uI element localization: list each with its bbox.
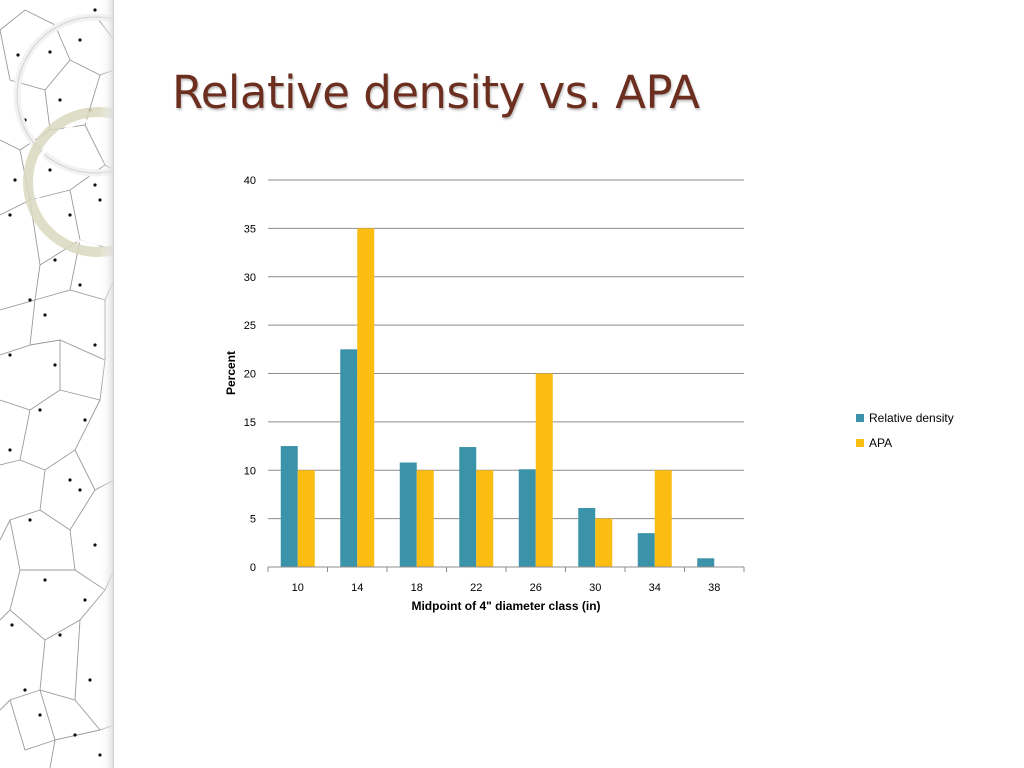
y-tick-label: 0 <box>250 562 256 574</box>
legend: Relative density APA <box>856 411 954 450</box>
y-axis-label: Percent <box>224 351 238 395</box>
bar-apa <box>297 470 315 567</box>
x-tick-label: 22 <box>470 582 482 594</box>
bar-relative-density <box>637 533 655 567</box>
bar-relative-density <box>280 446 298 567</box>
y-tick-label: 15 <box>244 417 256 429</box>
legend-label: APA <box>869 436 892 450</box>
bar-relative-density <box>340 349 358 567</box>
bar-apa <box>654 470 672 567</box>
y-tick-label: 35 <box>244 223 256 235</box>
x-tick-label: 18 <box>411 582 423 594</box>
bar-apa <box>476 470 494 567</box>
x-tick-labels: 10 14 18 22 26 30 34 38 <box>267 567 745 594</box>
bar-apa <box>535 373 553 567</box>
x-tick-label: 38 <box>708 582 720 594</box>
y-tick-label: 40 <box>244 175 256 187</box>
y-tick-label: 25 <box>244 320 256 332</box>
bar-apa <box>595 518 613 567</box>
bar-apa <box>357 228 375 567</box>
bar-relative-density <box>518 469 536 567</box>
y-tick-label: 5 <box>250 514 256 526</box>
x-tick-label: 10 <box>292 582 304 594</box>
x-tick-label: 14 <box>351 582 363 594</box>
voronoi-decoration <box>0 0 114 768</box>
bar-relative-density <box>459 447 477 567</box>
bar-relative-density <box>399 462 417 567</box>
legend-swatch <box>856 414 864 422</box>
bar-relative-density <box>578 507 596 567</box>
x-tick-label: 26 <box>530 582 542 594</box>
y-tick-label: 30 <box>244 272 256 284</box>
bars <box>280 228 715 567</box>
x-tick-label: 30 <box>589 582 601 594</box>
x-axis-label: Midpoint of 4" diameter class (in) <box>411 599 600 613</box>
y-tick-label: 10 <box>244 465 256 477</box>
gridlines <box>268 179 744 520</box>
y-tick-labels: 0 5 10 15 20 25 30 35 40 <box>244 175 256 574</box>
bar-relative-density <box>697 558 715 567</box>
y-tick-label: 20 <box>244 369 256 381</box>
x-tick-label: 34 <box>649 582 661 594</box>
legend-label: Relative density <box>869 411 954 425</box>
slide-title: Relative density vs. APA <box>172 66 700 119</box>
bar-chart: 0 5 10 15 20 25 30 35 40 10 14 18 22 26 30 34 38 Percen… <box>224 175 954 613</box>
legend-swatch <box>856 439 864 447</box>
bar-apa <box>416 470 434 567</box>
